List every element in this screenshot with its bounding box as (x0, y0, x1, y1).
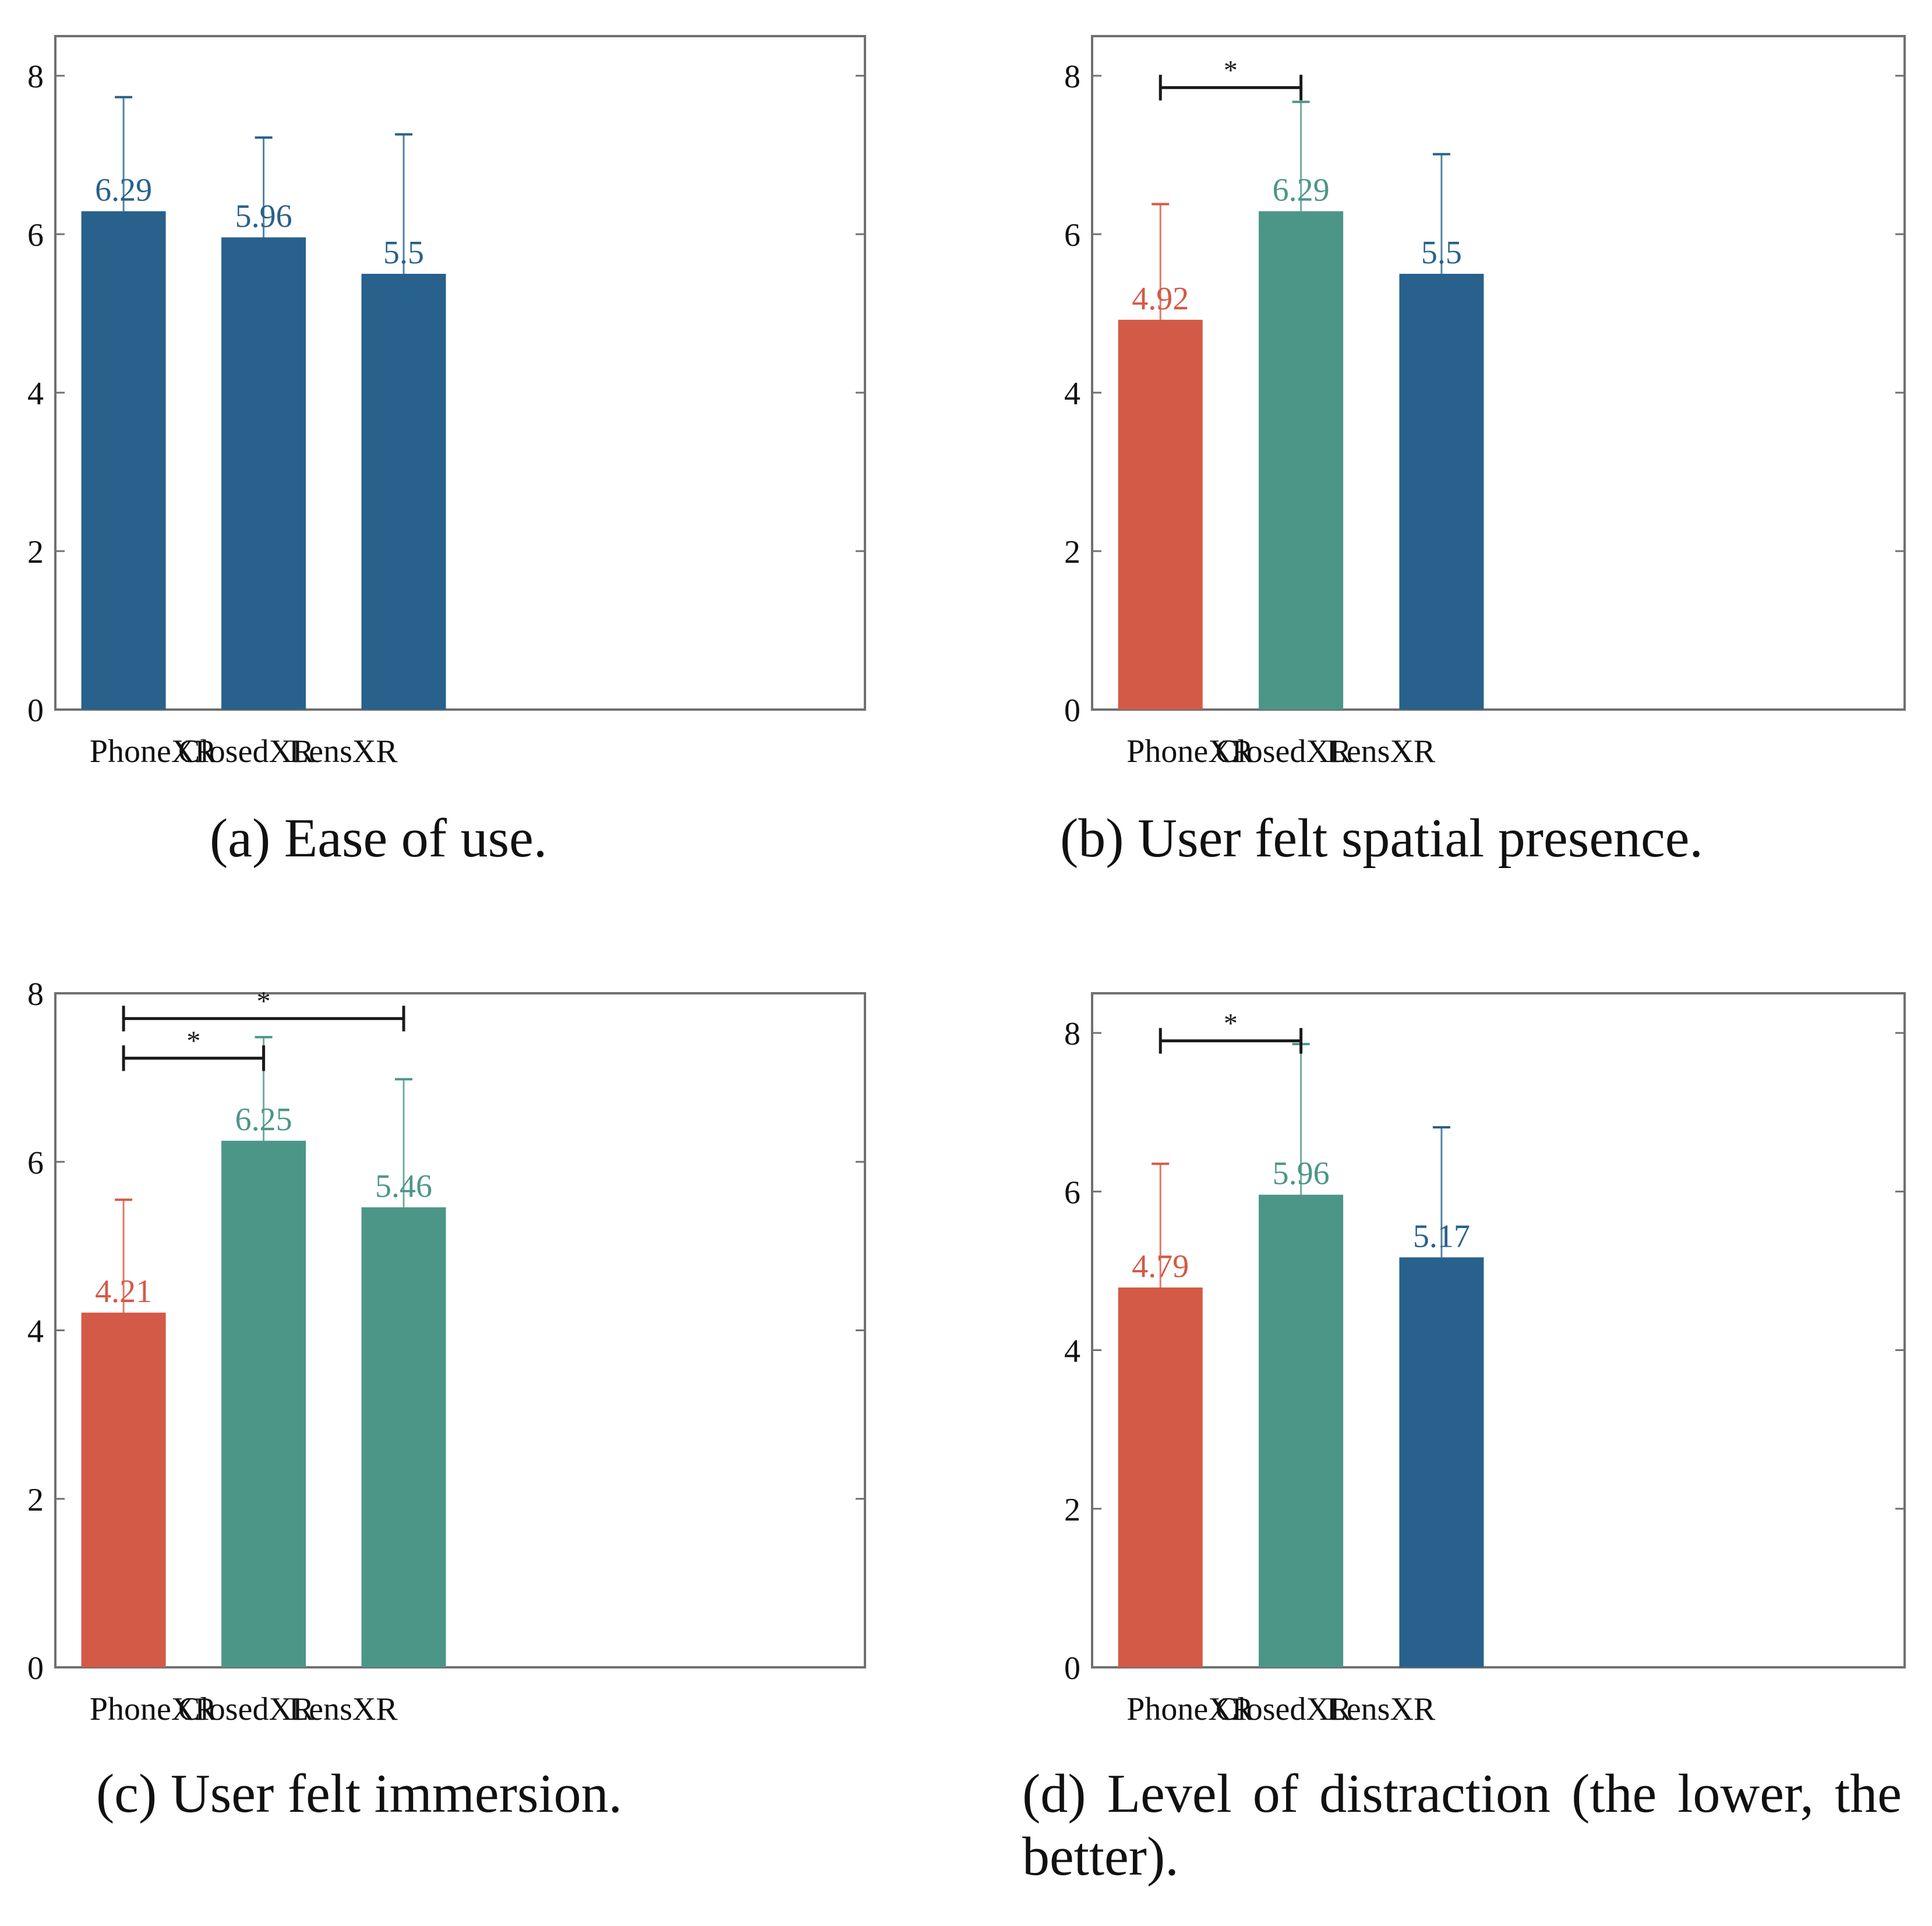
panel-b-bar-ClosedXR (1259, 211, 1344, 710)
panel-d-bar-PhoneXR (1118, 1287, 1203, 1667)
panel-d-bar-LensXR (1399, 1257, 1484, 1667)
panel-d-ytick-label: 8 (1064, 1016, 1080, 1052)
panel-a-category-label: ClosedXR (178, 733, 315, 770)
panel-a-ytick-label: 6 (27, 217, 44, 253)
panel-c-significance-star: * (257, 986, 271, 1017)
panel-b-ytick-label: 8 (1064, 59, 1080, 95)
panel-d-frame (1091, 992, 1906, 1669)
panel-b-value-label: 5.5 (1421, 235, 1462, 271)
panel-c-ytick-label: 4 (27, 1314, 44, 1350)
panel-d-ytick-label: 2 (1064, 1492, 1080, 1528)
panel-a-ytick-label: 8 (27, 59, 44, 95)
caption-c: (c) User felt immersion. (96, 1763, 623, 1824)
panel-d-significance-star: * (1224, 1008, 1238, 1039)
panel-c-value-label: 4.21 (95, 1274, 152, 1310)
panel-a-bar-LensXR (361, 274, 446, 710)
panel-b-bar-PhoneXR (1118, 319, 1203, 710)
panel-a-bar-ClosedXR (221, 237, 306, 710)
panel-b-value-label: 4.92 (1132, 281, 1189, 317)
panel-c-value-label: 6.25 (235, 1102, 292, 1138)
panel-b-category-label: PhoneXR (1126, 733, 1253, 770)
panel-b-ytick-label: 0 (1064, 693, 1080, 729)
panel-c-category-label: LensXR (289, 1691, 398, 1727)
panel-c-frame (54, 992, 866, 1669)
panel-c-category-label: ClosedXR (178, 1691, 315, 1727)
panel-b-ytick-label: 4 (1064, 376, 1080, 412)
panel-c-category-label: PhoneXR (90, 1691, 217, 1727)
panel-d-ytick-label: 0 (1064, 1650, 1080, 1687)
panel-d-value-label: 5.96 (1273, 1156, 1330, 1192)
panel-c-bar-PhoneXR (81, 1313, 166, 1667)
panel-b-frame (1091, 35, 1906, 711)
panel-c-ytick-label: 6 (27, 1145, 44, 1181)
panel-a-ytick-label: 2 (27, 534, 44, 570)
panel-b-significance-star: * (1224, 55, 1238, 86)
panel-a-category-label: LensXR (289, 733, 398, 770)
panel-a-ytick-label: 0 (27, 693, 44, 729)
panel-a-frame (54, 35, 866, 711)
panel-b-category-label: LensXR (1327, 733, 1436, 770)
panel-d-category-label: LensXR (1327, 1691, 1436, 1727)
panel-a-value-label: 6.29 (95, 172, 152, 209)
panel-b-ytick-label: 6 (1064, 217, 1080, 253)
panel-c-value-label: 5.46 (375, 1168, 432, 1204)
panel-a-category-label: PhoneXR (90, 733, 217, 770)
caption-d: (d) Level of distraction (the lower, the… (1022, 1763, 1902, 1888)
panel-c-ytick-label: 2 (27, 1482, 44, 1518)
panel-d-ytick-label: 4 (1064, 1334, 1080, 1370)
panel-b-category-label: ClosedXR (1216, 733, 1352, 770)
caption-a: (a) Ease of use. (210, 808, 548, 869)
panel-d-value-label: 4.79 (1132, 1248, 1189, 1285)
panel-a-ytick-label: 4 (27, 376, 44, 412)
panel-d-category-label: PhoneXR (1126, 1691, 1253, 1727)
panel-b-value-label: 6.29 (1273, 172, 1330, 209)
panel-c-bar-LensXR (361, 1207, 446, 1667)
caption-b: (b) User felt spatial presence. (1060, 808, 1703, 869)
panel-b-ytick-label: 2 (1064, 534, 1080, 570)
panel-c-bar-ClosedXR (221, 1141, 306, 1667)
panel-d-category-label: ClosedXR (1216, 1691, 1352, 1727)
panel-c-ytick-label: 8 (27, 976, 44, 1013)
panel-d-value-label: 5.17 (1413, 1218, 1470, 1254)
panel-a-bar-PhoneXR (81, 211, 166, 710)
panel-c-significance-star: * (186, 1025, 200, 1056)
panel-d-bar-ClosedXR (1259, 1194, 1344, 1667)
panel-c-ytick-label: 0 (27, 1650, 44, 1687)
panel-a-value-label: 5.96 (235, 198, 292, 234)
panel-b-bar-LensXR (1399, 274, 1484, 710)
panel-d-ytick-label: 6 (1064, 1174, 1080, 1211)
panel-a-value-label: 5.5 (383, 235, 424, 271)
